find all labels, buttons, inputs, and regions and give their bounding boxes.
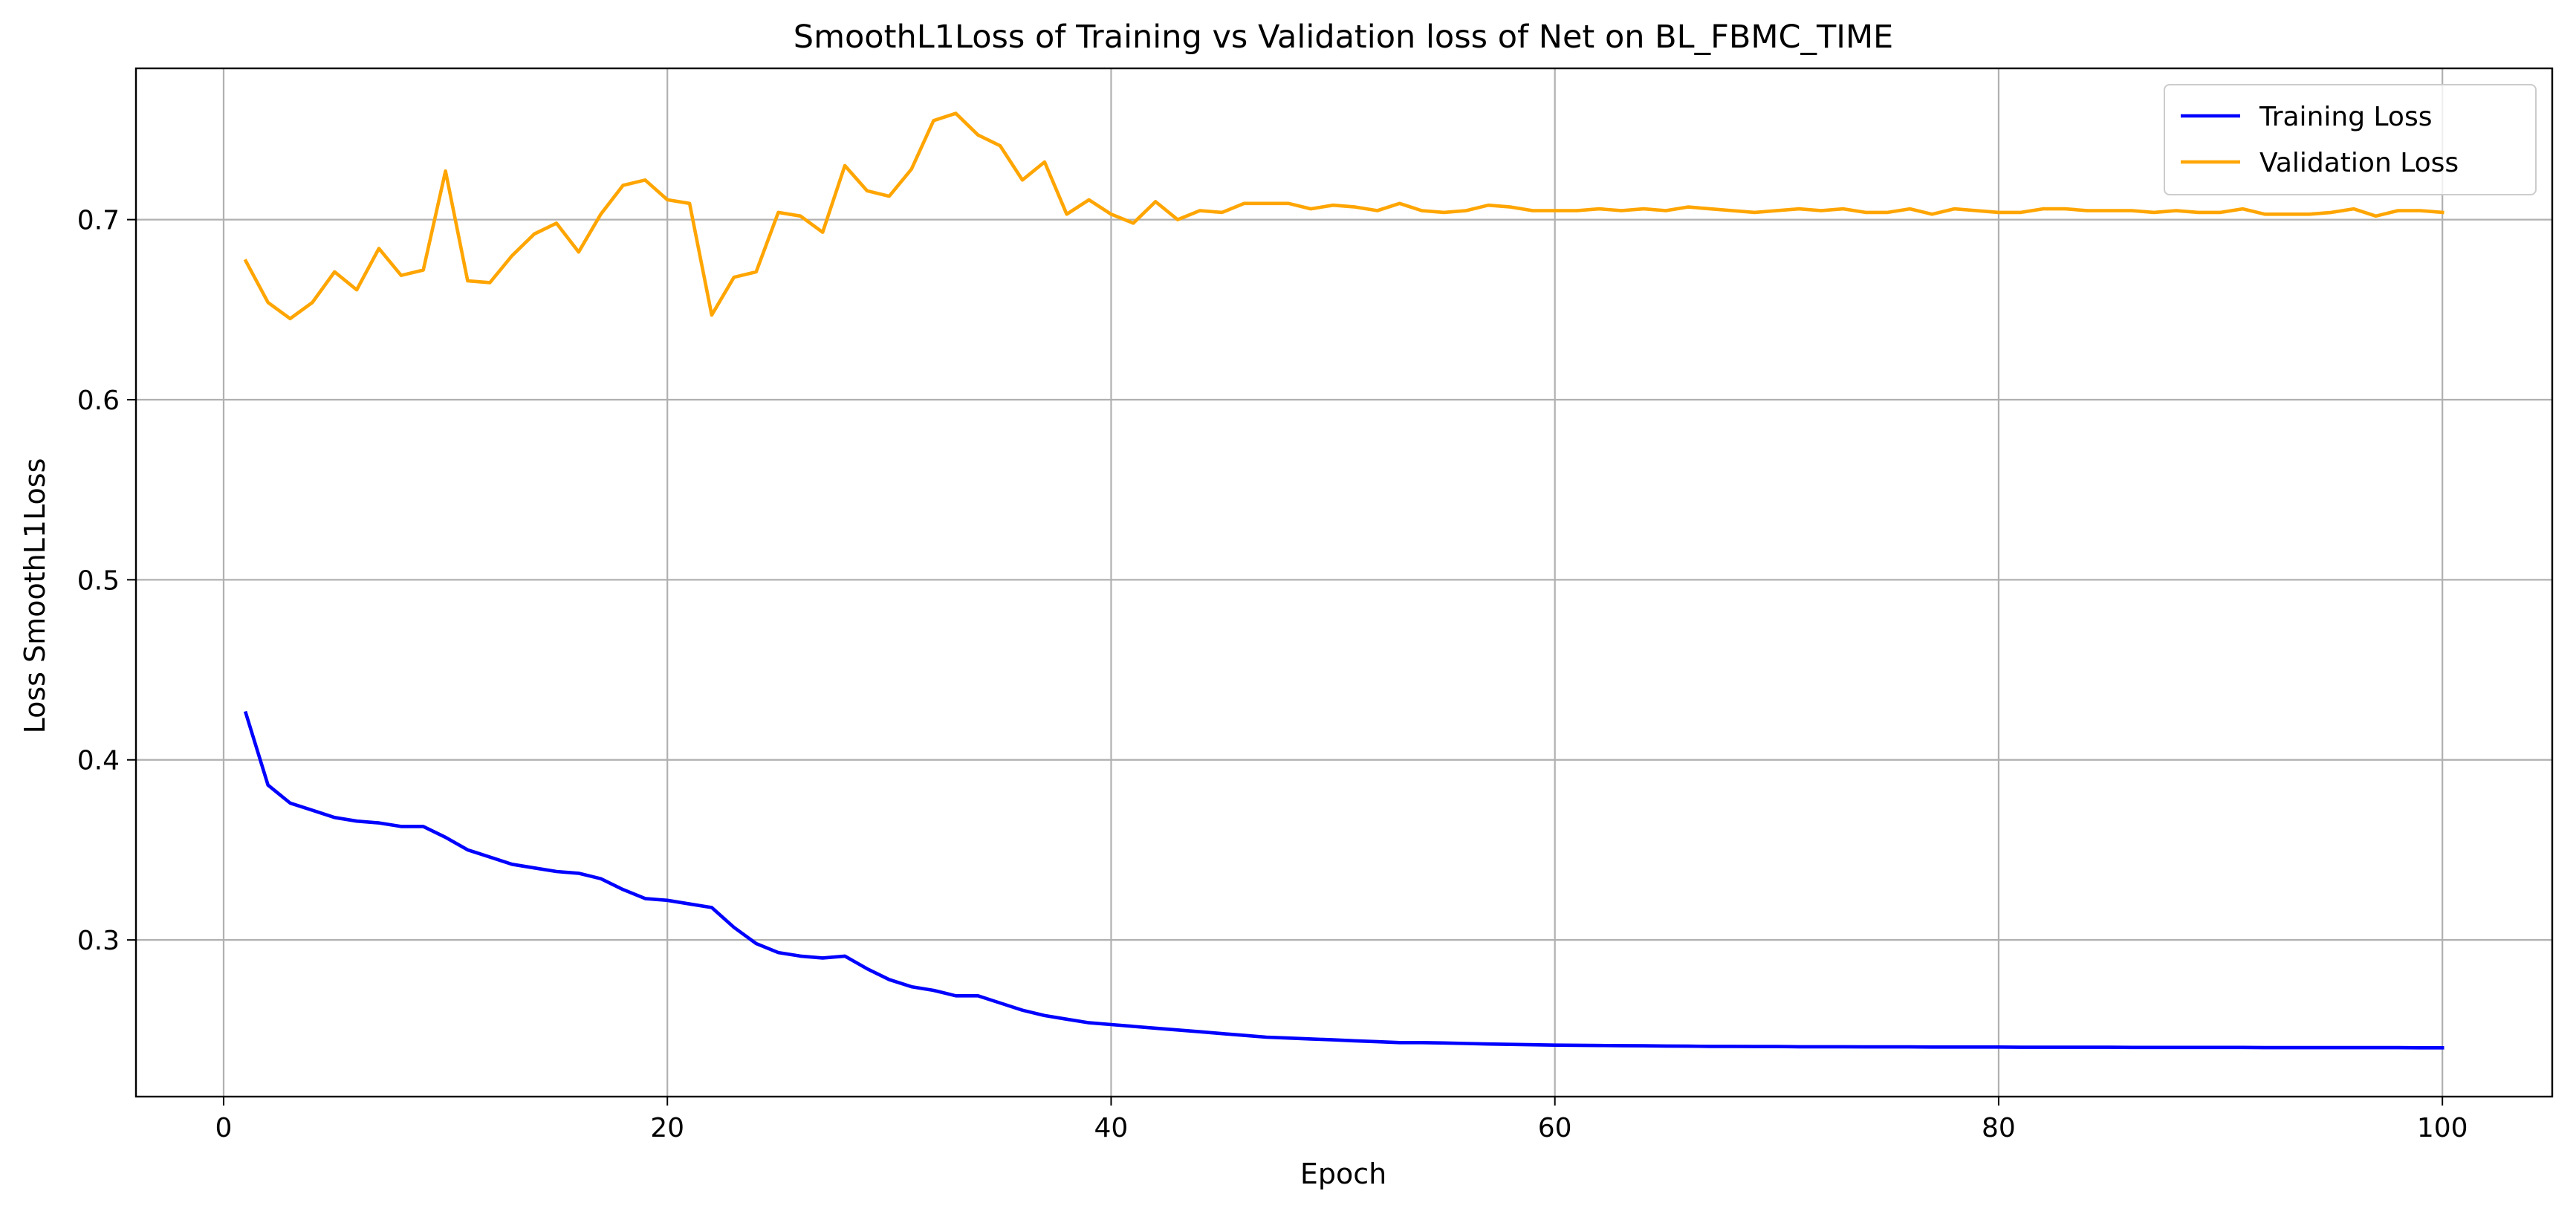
x-tick-label: 100	[2417, 1113, 2468, 1143]
x-tick-label: 40	[1094, 1113, 1129, 1143]
y-tick-label: 0.7	[77, 206, 120, 236]
legend-label-validation-loss: Validation Loss	[2259, 148, 2459, 178]
x-axis: 0 20 40 60 80 100	[215, 1097, 2468, 1143]
grid-lines	[136, 68, 2552, 1097]
training-loss-line	[243, 710, 2444, 1050]
legend-label-training-loss: Training Loss	[2259, 102, 2432, 132]
x-tick-label: 20	[650, 1113, 684, 1143]
y-tick-label: 0.3	[77, 926, 120, 956]
series-layer	[243, 111, 2444, 1050]
x-tick-label: 80	[1982, 1113, 2016, 1143]
x-tick-label: 0	[215, 1113, 233, 1143]
validation-loss-line	[243, 111, 2444, 321]
y-tick-label: 0.4	[77, 746, 120, 776]
x-axis-label: Epoch	[1300, 1158, 1386, 1190]
y-axis-label: Loss SmoothL1Loss	[19, 458, 51, 734]
legend: Training Loss Validation Loss	[2164, 84, 2537, 195]
y-tick-label: 0.6	[77, 386, 120, 416]
plot-area-frame	[134, 67, 2554, 1098]
legend-box	[2164, 84, 2537, 195]
y-tick-label: 0.5	[77, 565, 120, 596]
x-tick-label: 60	[1538, 1113, 1572, 1143]
y-axis: 0.3 0.4 0.5 0.6 0.7	[77, 206, 136, 956]
chart-title: SmoothL1Loss of Training vs Validation l…	[794, 19, 1893, 56]
